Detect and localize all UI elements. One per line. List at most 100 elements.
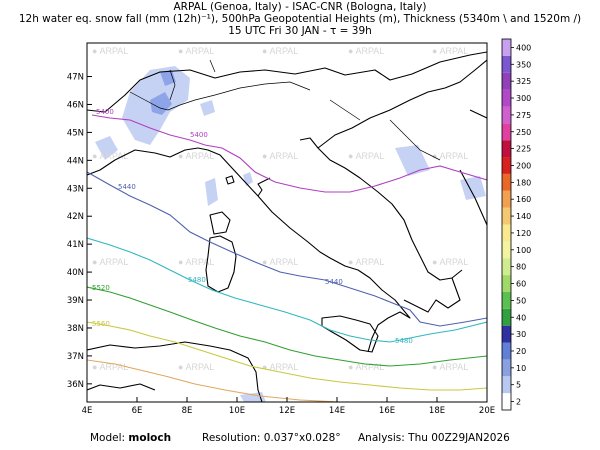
colorbar-label: 30 <box>516 330 526 339</box>
colorbar: 2 5 10 20 30 40 50 60 80 100 120 140 160 180 200 225 250… <box>501 38 531 411</box>
colorbar-label: 140 <box>516 212 531 221</box>
watermark: ● ARPAL <box>262 46 298 56</box>
watermark: ● ARPAL <box>348 257 384 267</box>
footer-analysis: Analysis: Thu 00Z29JAN2026 <box>358 432 510 444</box>
colorbar-swatch <box>502 55 511 73</box>
contour-label: 5400 <box>190 131 208 139</box>
lon-tick-label: 8E <box>182 406 193 416</box>
colorbar-label: 400 <box>516 43 531 52</box>
borders <box>129 59 441 161</box>
watermark: ● ARPAL <box>178 257 214 267</box>
colorbar-swatch <box>502 106 511 124</box>
watermark: ● ARPAL <box>262 151 298 161</box>
colorbar-label: 225 <box>516 145 531 154</box>
coastlines <box>87 51 487 402</box>
contour-5480 <box>87 237 487 343</box>
colorbar-swatch <box>502 241 511 259</box>
colorbar-swatch <box>502 342 511 360</box>
colorbar-swatch <box>502 72 511 90</box>
latitude-axis: 47N 46N 45N 44N 43N 42N 41N 40N 39N 38N 37N 36N <box>67 73 92 390</box>
watermark: ● ARPAL <box>348 362 384 372</box>
watermark: ● ARPAL <box>178 362 214 372</box>
lat-tick-label: 43N <box>67 184 84 194</box>
contour-5520 <box>87 286 487 367</box>
colorbar-swatch <box>502 39 511 56</box>
colorbar-label: 100 <box>516 246 531 255</box>
colorbar-label: 350 <box>516 60 531 69</box>
lat-tick-label: 47N <box>67 73 84 83</box>
lon-tick-label: 6E <box>132 406 143 416</box>
lon-tick-label: 4E <box>82 406 93 416</box>
lon-tick-label: 20E <box>479 406 495 416</box>
watermark: ● ARPAL <box>262 257 298 267</box>
colorbar-label: 160 <box>516 195 531 204</box>
chart-title-line2: 12h water eq. snow fall (mm (12h)⁻¹), 50… <box>18 13 582 25</box>
colorbar-label: 2 <box>516 398 521 407</box>
chart-title-line3: 15 UTC Fri 30 JAN - τ = 39h <box>228 25 372 37</box>
colorbar-swatch <box>502 275 511 292</box>
lon-tick-label: 12E <box>279 406 295 416</box>
lat-tick-label: 40N <box>67 268 84 278</box>
watermark: ● ARPAL <box>432 362 468 372</box>
contour-label: 5480 <box>188 276 206 284</box>
colorbar-swatch <box>502 308 511 326</box>
colorbar-swatch <box>502 173 511 191</box>
lat-tick-label: 39N <box>67 296 84 306</box>
watermark: ● ARPAL <box>92 46 128 56</box>
colorbar-swatch <box>502 258 511 276</box>
thickness-contours: 5400 5400 5440 5440 5480 5480 5520 5560 <box>87 108 487 402</box>
snowfall-shading <box>95 66 486 402</box>
watermark: ● ARPAL <box>348 151 384 161</box>
colorbar-label: 10 <box>516 364 526 373</box>
contour-label: 5400 <box>96 108 114 116</box>
colorbar-swatch <box>502 376 511 394</box>
colorbar-swatch <box>502 123 511 141</box>
colorbar-frame <box>501 38 512 411</box>
lat-tick-label: 41N <box>67 240 84 250</box>
lon-tick-label: 10E <box>229 406 245 416</box>
colorbar-label: 300 <box>516 94 531 103</box>
contour-label: 5560 <box>92 320 110 328</box>
colorbar-swatch <box>502 89 511 107</box>
colorbar-label: 120 <box>516 229 531 238</box>
lat-tick-label: 36N <box>67 380 84 390</box>
colorbar-swatch <box>502 140 511 158</box>
watermark-layer: ● ARPAL ● ARPAL ● ARPAL ● ARPAL ● ARPAL ● ARP… <box>92 46 468 372</box>
watermark: ● ARPAL <box>432 257 468 267</box>
colorbar-label: 40 <box>516 313 526 322</box>
contour-5440 <box>87 171 487 327</box>
footer-model: Model: moloch <box>90 432 171 444</box>
colorbar-label: 80 <box>516 263 526 272</box>
footer-model-label: Model: <box>90 432 126 444</box>
lat-tick-label: 37N <box>67 352 84 362</box>
watermark: ● ARPAL <box>92 257 128 267</box>
lon-tick-label: 18E <box>429 406 445 416</box>
longitude-axis: 4E 6E 8E 10E 12E 14E 16E 18E 20E <box>82 397 495 416</box>
footer-analysis-value: Thu 00Z29JAN2026 <box>408 432 510 444</box>
colorbar-swatch <box>502 224 511 242</box>
lat-tick-label: 38N <box>67 324 84 334</box>
colorbar-swatch <box>502 359 511 377</box>
colorbar-label: 20 <box>516 347 526 356</box>
colorbar-swatch <box>502 291 511 309</box>
watermark: ● ARPAL <box>432 151 468 161</box>
colorbar-label: 180 <box>516 178 531 187</box>
contour-label: 5440 <box>118 183 136 191</box>
colorbar-label: 250 <box>516 128 531 137</box>
contour-label: 5440 <box>325 278 343 286</box>
footer-analysis-label: Analysis: <box>358 432 405 444</box>
colorbar-swatch <box>502 325 511 343</box>
lon-tick-label: 14E <box>329 406 345 416</box>
lat-tick-label: 45N <box>67 128 84 138</box>
watermark: ● ARPAL <box>348 46 384 56</box>
watermark: ● ARPAL <box>92 151 128 161</box>
footer-resolution: Resolution: 0.037°x0.028° <box>202 432 341 444</box>
colorbar-label: 200 <box>516 161 531 170</box>
chart-title-line1: ARPAL (Genoa, Italy) - ISAC-CNR (Bologna… <box>173 1 427 13</box>
snowfall-shading-dark <box>150 70 176 115</box>
contour-5560 <box>87 321 487 391</box>
watermark: ● ARPAL <box>432 46 468 56</box>
colorbar-swatch <box>502 157 511 174</box>
colorbar-swatch <box>502 207 511 225</box>
